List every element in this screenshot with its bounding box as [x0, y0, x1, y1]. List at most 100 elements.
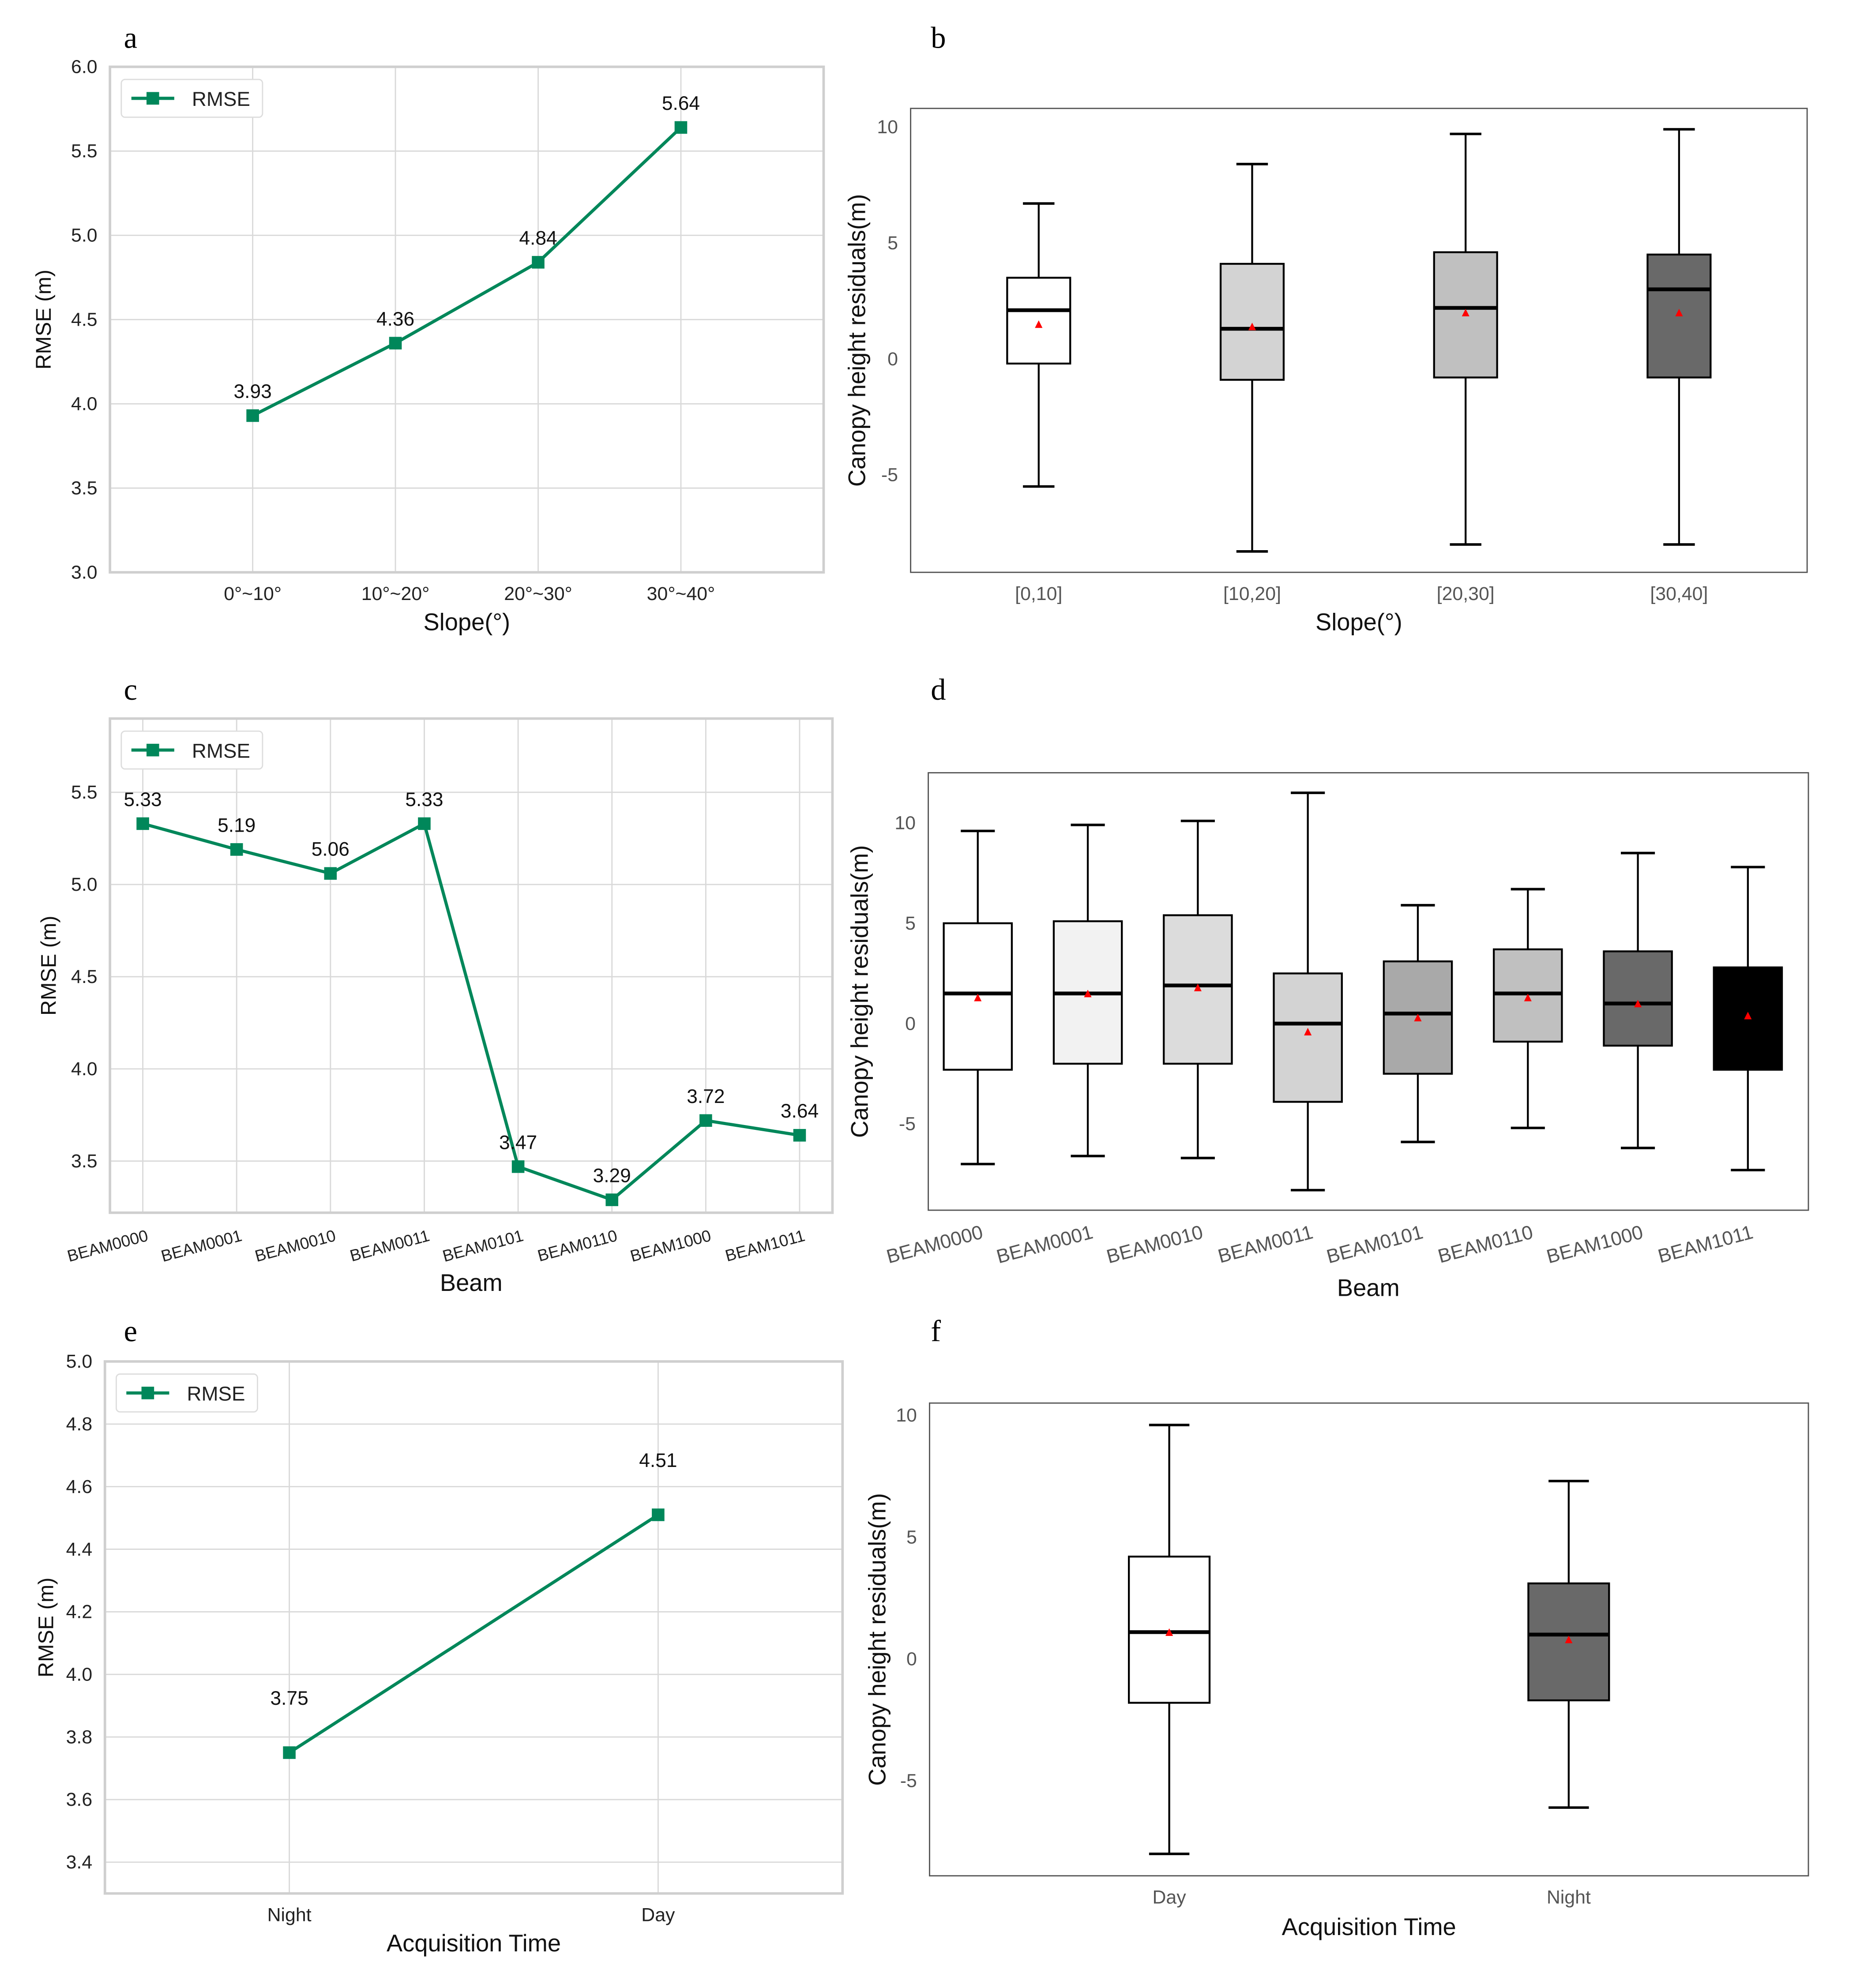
- mean-marker: [1634, 1000, 1642, 1008]
- box-0: [943, 829, 1013, 1166]
- y-tick-label: 4.0: [71, 394, 98, 415]
- y-tick-label: 3.5: [71, 1151, 98, 1172]
- box-5: [1492, 888, 1563, 1129]
- y-tick-label: 3.8: [66, 1726, 93, 1748]
- x-tick-label: BEAM0001: [159, 1226, 244, 1265]
- data-point-marker: [793, 1129, 806, 1142]
- y-tick-label: 4.8: [66, 1414, 93, 1435]
- x-tick-label: [30,40]: [1650, 583, 1708, 604]
- x-tick-label: BEAM1011: [723, 1226, 807, 1265]
- x-tick-label: BEAM0110: [535, 1226, 619, 1265]
- data-label: 3.47: [499, 1132, 537, 1153]
- y-tick-label: -5: [900, 1770, 917, 1792]
- box-iqr: [1603, 950, 1673, 1047]
- data-point-marker: [605, 1193, 619, 1206]
- y-tick-label: 10: [894, 813, 916, 834]
- mean-marker: [1565, 1635, 1573, 1643]
- box-7: [1713, 866, 1783, 1171]
- series-line: [142, 821, 800, 1202]
- mean-marker: [1084, 990, 1092, 998]
- x-axis-label: Acquisition Time: [1282, 1913, 1456, 1940]
- plot-frame: [103, 1360, 844, 1895]
- data-point-marker: [674, 121, 688, 134]
- x-tick-label: 30°~40°: [647, 583, 715, 604]
- legend-marker-icon: [147, 743, 159, 757]
- data-point-marker: [652, 1508, 665, 1521]
- x-axis-label: Beam: [440, 1269, 503, 1296]
- y-tick-label: 5.0: [71, 225, 98, 246]
- y-tick-label: -5: [881, 465, 898, 486]
- y-tick-label: 0: [887, 349, 898, 370]
- x-tick-label: Day: [641, 1905, 675, 1926]
- y-tick-label: 3.4: [66, 1852, 93, 1873]
- mean-marker: [974, 994, 982, 1002]
- mean-marker: [1165, 1628, 1173, 1636]
- x-tick-label: BEAM0010: [1104, 1221, 1205, 1268]
- panel-a: a 3.0 3.5 4.0 4.5 5.0 5.5 6.0 0°~10° 10°~20° 20°~3…: [32, 21, 825, 636]
- legend-label: RMSE: [192, 739, 250, 762]
- plot-frame: [929, 1402, 1809, 1877]
- y-tick-label: 4.2: [66, 1602, 93, 1623]
- x-tick-label: BEAM0110: [1436, 1221, 1535, 1267]
- box-iqr: [1273, 972, 1343, 1103]
- legend-box: [120, 730, 263, 770]
- y-tick-label: 5: [887, 233, 898, 254]
- y-tick-label: 4.0: [71, 1058, 98, 1080]
- x-tick-label: [0,10]: [1015, 583, 1062, 604]
- y-tick-label: 10: [877, 116, 898, 138]
- box-2: [1433, 132, 1498, 546]
- panel-label: d: [931, 673, 946, 706]
- x-tick-label: BEAM0010: [253, 1226, 338, 1265]
- data-point-marker: [389, 337, 402, 350]
- panel-b: b 10 5 0 -5 [0,10] [10,20] [20,30] [30,40] Slope(…: [844, 21, 1808, 636]
- data-point-marker: [418, 817, 431, 830]
- legend-box: [120, 79, 263, 118]
- box-0: [1006, 202, 1071, 488]
- data-point-marker: [246, 409, 259, 422]
- x-tick-label: [20,30]: [1437, 583, 1495, 604]
- y-axis-label: RMSE (m): [34, 1578, 58, 1678]
- x-axis-label: Beam: [1337, 1274, 1400, 1301]
- legend-marker-icon: [141, 1387, 154, 1399]
- data-point-marker: [283, 1746, 296, 1759]
- data-label: 3.93: [234, 381, 272, 402]
- y-tick-label: 10: [896, 1405, 917, 1426]
- y-tick-label: 3.5: [71, 478, 98, 499]
- y-tick-label: 4.6: [66, 1476, 93, 1497]
- legend-label: RMSE: [192, 88, 250, 110]
- y-tick-label: 4.4: [66, 1539, 93, 1560]
- mean-marker: [1524, 994, 1532, 1002]
- x-tick-label: BEAM0000: [884, 1221, 985, 1268]
- data-point-marker: [230, 843, 243, 856]
- data-label: 3.75: [271, 1688, 308, 1709]
- plot-frame: [109, 717, 834, 1214]
- legend-box: [116, 1373, 258, 1413]
- x-tick-label: [10,20]: [1223, 583, 1281, 604]
- x-tick-label: BEAM1011: [1656, 1221, 1755, 1267]
- x-tick-label: 10°~20°: [361, 583, 430, 604]
- data-label: 5.06: [312, 839, 350, 860]
- y-tick-label: 4.0: [66, 1664, 93, 1685]
- x-tick-label: 0°~10°: [224, 583, 282, 604]
- y-tick-label: 3.6: [66, 1789, 93, 1810]
- x-axis-label: Slope(°): [423, 609, 510, 636]
- mean-marker: [1248, 323, 1256, 330]
- plot-frame: [109, 65, 825, 574]
- x-tick-label: BEAM0001: [994, 1221, 1095, 1268]
- x-tick-label: BEAM1000: [1544, 1221, 1645, 1268]
- series-line: [252, 126, 682, 417]
- x-tick-label: Night: [1547, 1887, 1591, 1908]
- y-tick-label: 5: [906, 1527, 917, 1548]
- box-2: [1163, 819, 1233, 1159]
- data-label: 4.84: [519, 227, 557, 249]
- panel-f: f 10 5 0 -5 Day Night Acquisition Time Canopy he…: [864, 1314, 1809, 1940]
- mean-marker: [1414, 1013, 1422, 1021]
- legend-label: RMSE: [187, 1382, 245, 1405]
- data-label: 4.36: [376, 308, 414, 330]
- mean-marker: [1304, 1028, 1312, 1035]
- mean-marker: [1194, 983, 1202, 991]
- panel-label: e: [124, 1314, 137, 1348]
- y-tick-label: 4.5: [71, 309, 98, 330]
- y-axis-label: Canopy height residuals(m): [864, 1493, 891, 1786]
- data-label: 3.64: [781, 1100, 819, 1122]
